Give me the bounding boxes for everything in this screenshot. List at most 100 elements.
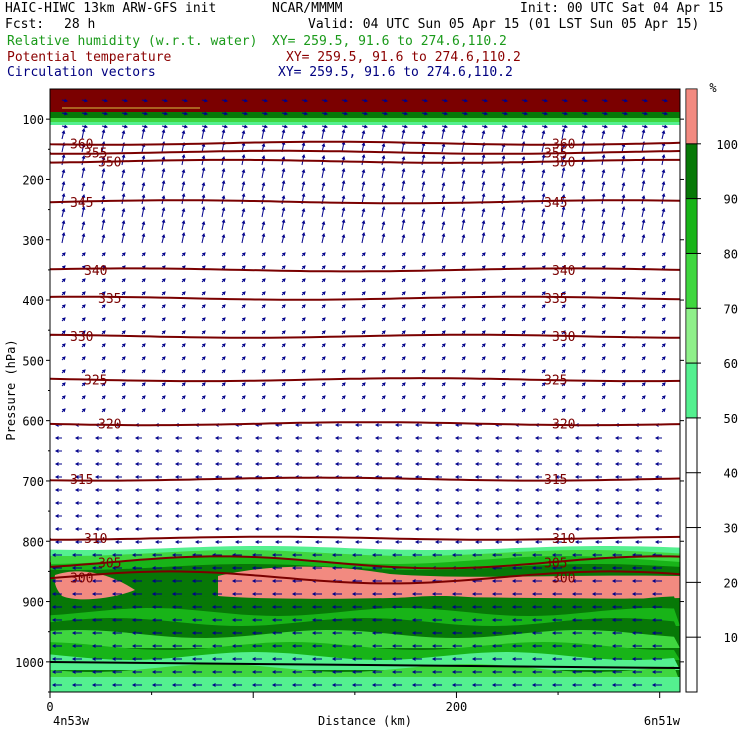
wind-vector-head bbox=[441, 278, 446, 283]
wind-vector bbox=[101, 234, 105, 244]
wind-vector-head bbox=[583, 124, 589, 129]
wind-vector-head bbox=[641, 194, 646, 200]
wind-vector-head bbox=[321, 369, 326, 374]
wind-vector-head bbox=[223, 98, 229, 103]
wind-vector-head bbox=[481, 382, 486, 387]
wind-vector-head bbox=[574, 501, 579, 505]
wind-vector-head bbox=[363, 98, 369, 103]
wind-vector-head bbox=[471, 631, 476, 635]
wind-vector bbox=[121, 154, 125, 166]
wind-vector-head bbox=[231, 618, 236, 622]
wind-vector-head bbox=[311, 631, 316, 635]
wind-vector-head bbox=[191, 605, 196, 609]
wind-vector-head bbox=[501, 382, 506, 387]
wind-vector bbox=[441, 182, 445, 192]
wind-vector-head bbox=[211, 566, 216, 570]
wind-vector bbox=[421, 169, 425, 179]
colorbar-level-70 bbox=[685, 253, 698, 309]
wind-vector-head bbox=[351, 683, 356, 687]
wind-vector-head bbox=[71, 566, 76, 570]
wind-vector-head bbox=[481, 252, 486, 257]
wind-vector-head bbox=[461, 317, 466, 322]
wind-vector-head bbox=[401, 356, 406, 361]
wind-vector-head bbox=[581, 408, 586, 413]
wind-vector bbox=[81, 194, 85, 205]
colorbar-tick-label: 20 bbox=[724, 576, 738, 590]
wind-vector-head bbox=[551, 592, 556, 596]
wind-vector-head bbox=[661, 207, 666, 213]
wind-vector bbox=[381, 128, 385, 140]
wind-vector bbox=[381, 143, 385, 153]
wind-vector bbox=[301, 169, 305, 179]
wind-vector-head bbox=[351, 566, 356, 570]
wind-vector bbox=[221, 168, 225, 179]
wind-vector-head bbox=[441, 304, 446, 309]
wind-vector-head bbox=[381, 356, 386, 361]
wind-vector-head bbox=[201, 408, 206, 413]
wind-vector-head bbox=[411, 618, 416, 622]
wind-vector-head bbox=[81, 304, 86, 309]
wind-vector-head bbox=[601, 252, 606, 257]
wind-vector-head bbox=[411, 553, 416, 557]
wind-vector-head bbox=[421, 180, 426, 186]
wind-vector-head bbox=[641, 330, 646, 335]
wind-vector-head bbox=[251, 553, 256, 557]
wind-vector-head bbox=[81, 395, 86, 400]
wind-vector-head bbox=[101, 291, 106, 296]
wind-vector-head bbox=[301, 168, 306, 174]
wind-vector-head bbox=[103, 98, 109, 103]
wind-vector-head bbox=[101, 206, 106, 212]
wind-vector-head bbox=[561, 154, 566, 160]
wind-vector-head bbox=[141, 330, 146, 335]
wind-vector-head bbox=[521, 291, 526, 296]
y-axis-label: Pressure (hPa) bbox=[4, 339, 18, 440]
wind-vector-head bbox=[394, 540, 399, 544]
wind-vectors bbox=[51, 98, 669, 687]
wind-vector bbox=[161, 234, 165, 244]
theta-label-left: 315 bbox=[70, 473, 93, 488]
wind-vector-head bbox=[441, 369, 446, 374]
wind-vector bbox=[661, 208, 665, 218]
wind-vector-head bbox=[101, 167, 106, 173]
wind-vector-head bbox=[351, 592, 356, 596]
wind-vector-head bbox=[551, 579, 556, 583]
wind-vector-head bbox=[61, 291, 66, 296]
y-tick-label: 800 bbox=[22, 535, 44, 549]
wind-vector-head bbox=[101, 128, 106, 134]
wind-vector-head bbox=[231, 644, 236, 648]
wind-vector-head bbox=[134, 436, 139, 440]
wind-vector-head bbox=[601, 317, 606, 322]
wind-vector-head bbox=[141, 291, 146, 296]
wind-vector-head bbox=[261, 343, 266, 348]
wind-vector-head bbox=[101, 233, 106, 239]
wind-vector-head bbox=[414, 436, 419, 440]
wind-vector-head bbox=[571, 618, 576, 622]
wind-vector-head bbox=[311, 683, 316, 687]
theta-label-left: 340 bbox=[84, 264, 107, 279]
wind-vector-head bbox=[281, 382, 286, 387]
wind-vector-head bbox=[394, 488, 399, 492]
wind-vector-head bbox=[174, 527, 179, 531]
wind-vector-head bbox=[454, 475, 459, 479]
wind-vector-head bbox=[651, 683, 656, 687]
wind-vector-head bbox=[271, 644, 276, 648]
wind-vector-head bbox=[161, 330, 166, 335]
wind-vector-head bbox=[183, 98, 189, 103]
x-axis-label: Distance (km) bbox=[318, 714, 412, 728]
wind-vector-head bbox=[661, 231, 666, 237]
wind-vector-head bbox=[201, 278, 206, 283]
wind-vector-head bbox=[151, 670, 156, 674]
wind-vector-head bbox=[371, 683, 376, 687]
wind-vector-head bbox=[241, 395, 246, 400]
wind-vector-head bbox=[494, 488, 499, 492]
wind-vector-head bbox=[181, 291, 186, 296]
wind-vector-head bbox=[291, 579, 296, 583]
wind-vector-head bbox=[91, 553, 96, 557]
wind-vector-head bbox=[301, 129, 306, 135]
wind-vector-head bbox=[494, 475, 499, 479]
wind-vector-head bbox=[431, 618, 436, 622]
x-tick-label: 0 bbox=[46, 700, 53, 714]
wind-vector-head bbox=[391, 579, 396, 583]
wind-vector-head bbox=[131, 644, 136, 648]
wind-vector-head bbox=[274, 527, 279, 531]
